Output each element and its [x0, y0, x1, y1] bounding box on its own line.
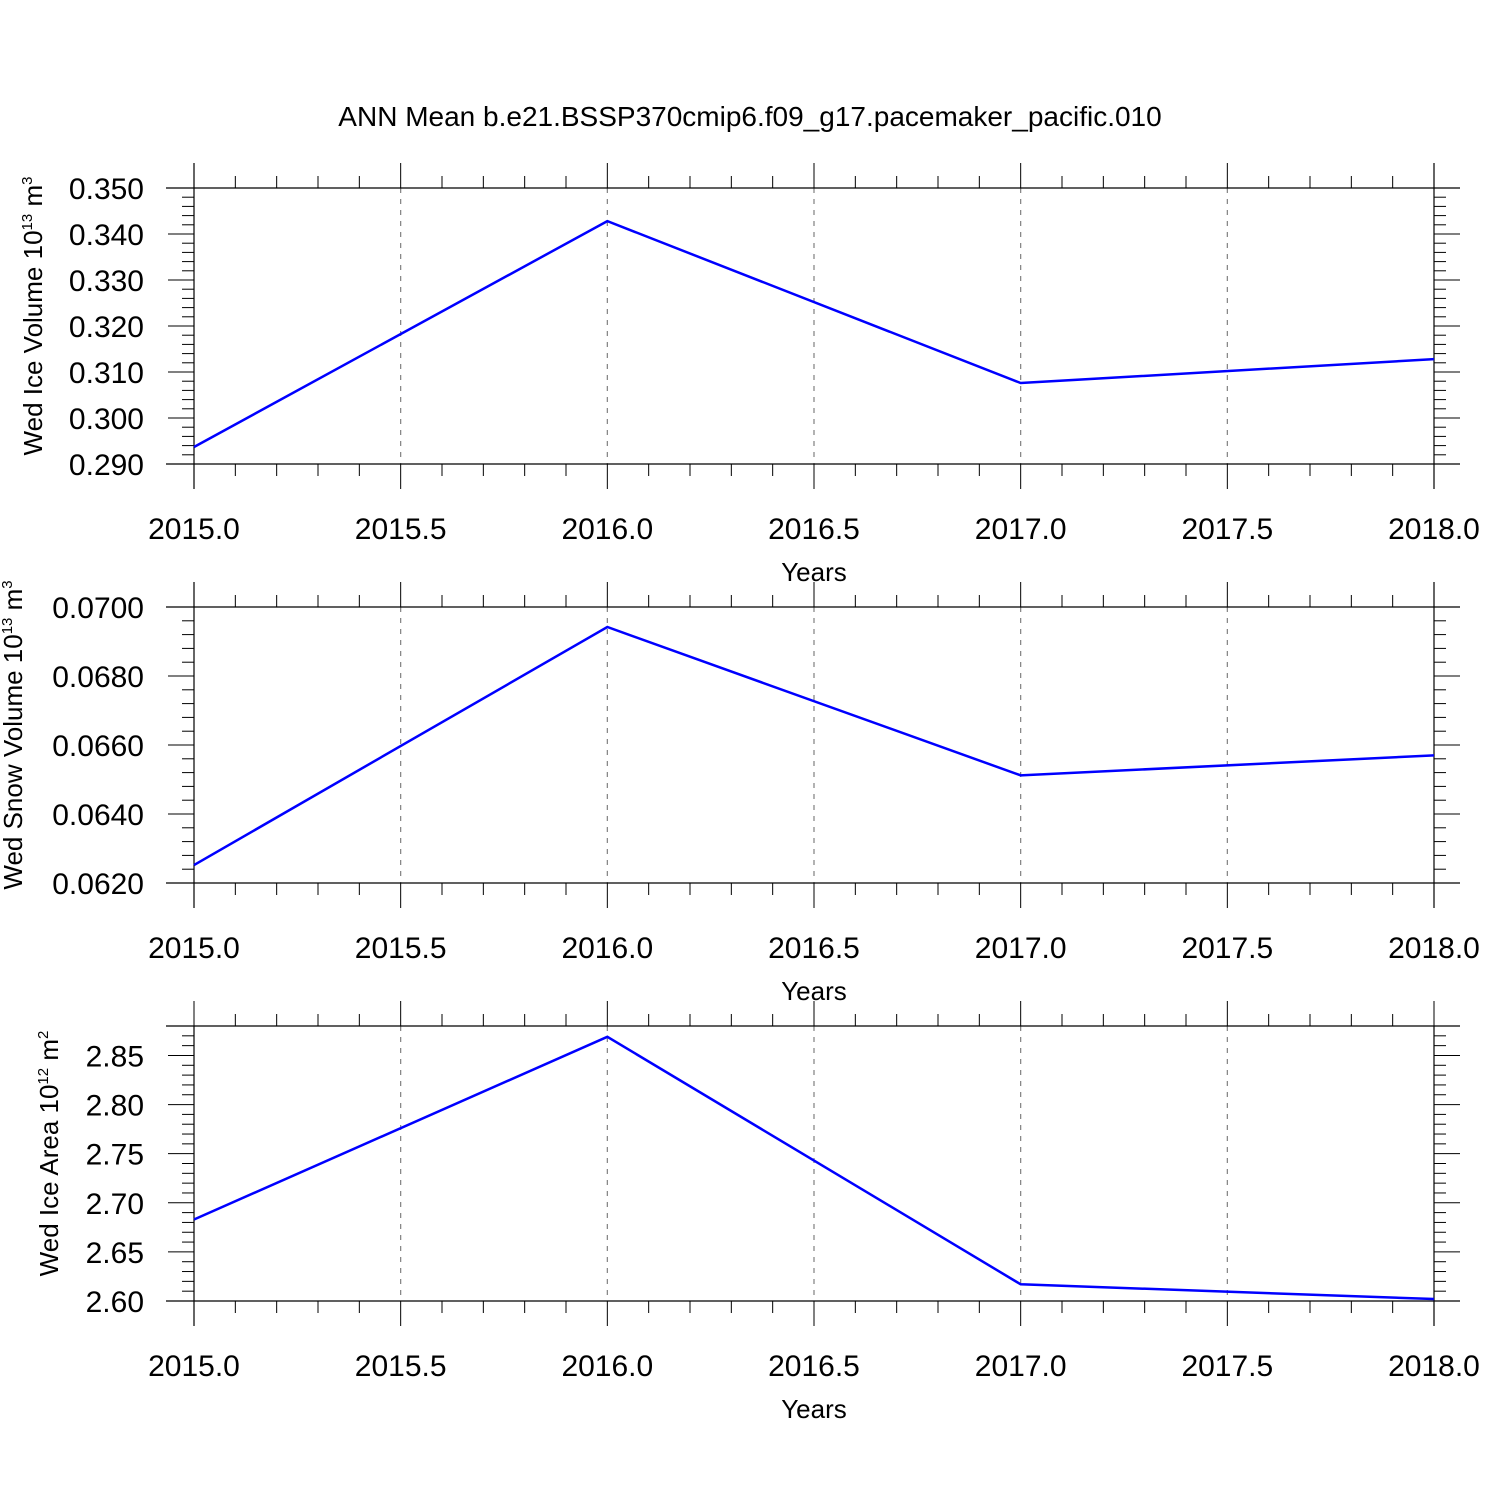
y-tick-label: 0.0620 [52, 868, 144, 901]
panel-3: 2015.0 2015.5 2016.0 2016.5 2017.0 2017.5 2018… [34, 1001, 1480, 1424]
y-tick-label: 0.0660 [52, 730, 144, 763]
series-line [193, 625, 1435, 867]
y-tick-label: 2.75 [86, 1139, 144, 1172]
x-tick-label: 2017.0 [975, 932, 1067, 965]
y-tick-label: 0.310 [69, 357, 144, 390]
x-tick-label: 2017.0 [975, 1350, 1067, 1383]
x-tick-label: 2017.0 [975, 513, 1067, 546]
y-tick-label: 0.330 [69, 265, 144, 298]
x-tick-label: 2015.5 [355, 513, 447, 546]
x-tick-label: 2017.5 [1181, 1350, 1273, 1383]
y-tick-label: 0.0640 [52, 799, 144, 832]
x-tick-label: 2016.5 [768, 932, 860, 965]
x-tick-label: 2016.5 [768, 513, 860, 546]
panels: 2015.0 2015.5 2016.0 2016.5 2017.0 2017.5 2018… [0, 163, 1480, 1424]
x-tick-label: 2017.5 [1181, 932, 1273, 965]
y-axis-label: Wed Snow Volume 1013 m3 [0, 580, 28, 889]
panel-1: 2015.0 2015.5 2016.0 2016.5 2017.0 2017.5 2018… [18, 163, 1480, 587]
y-tick-label: 0.0700 [52, 592, 144, 625]
series-line [193, 1035, 1435, 1301]
x-tick-label: 2018.0 [1388, 932, 1480, 965]
y-tick-label: 2.80 [86, 1090, 144, 1123]
x-tick-label: 2016.0 [561, 513, 653, 546]
y-tick-label: 2.60 [86, 1286, 144, 1319]
x-tick-label: 2017.5 [1181, 513, 1273, 546]
y-tick-label: 2.65 [86, 1237, 144, 1270]
y-axis-label: Wed Ice Area 1012 m2 [34, 1031, 64, 1277]
y-tick-label: 0.0680 [52, 661, 144, 694]
y-tick-label: 0.350 [69, 173, 144, 206]
x-tick-label: 2016.0 [561, 1350, 653, 1383]
x-tick-label: 2015.5 [355, 932, 447, 965]
series-line [193, 219, 1435, 449]
y-axis-label: Wed Ice Volume 1013 m3 [18, 177, 48, 456]
y-tick-label: 0.320 [69, 311, 144, 344]
x-tick-label: 2016.0 [561, 932, 653, 965]
figure-title: ANN Mean b.e21.BSSP370cmip6.f09_g17.pace… [338, 101, 1161, 132]
x-tick-label: 2015.5 [355, 1350, 447, 1383]
x-tick-label: 2015.0 [148, 513, 240, 546]
panel-2: 2015.0 2015.5 2016.0 2016.5 2017.0 2017.5 2018… [0, 580, 1480, 1006]
y-tick-label: 2.70 [86, 1188, 144, 1221]
y-tick-label: 0.290 [69, 449, 144, 482]
x-tick-label: 2018.0 [1388, 513, 1480, 546]
x-tick-label: 2015.0 [148, 1350, 240, 1383]
x-tick-label: 2018.0 [1388, 1350, 1480, 1383]
x-tick-label: 2016.5 [768, 1350, 860, 1383]
x-tick-label: 2015.0 [148, 932, 240, 965]
y-tick-label: 0.340 [69, 219, 144, 252]
y-tick-label: 2.85 [86, 1040, 144, 1073]
y-tick-label: 0.300 [69, 403, 144, 436]
x-axis-label: Years [781, 1394, 847, 1424]
